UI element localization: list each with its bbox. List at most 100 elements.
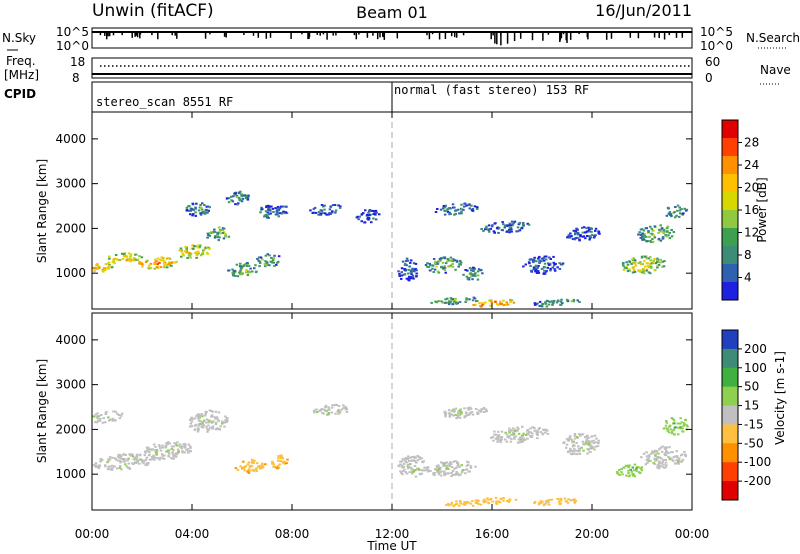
data-cell [322,205,325,208]
data-cell [408,275,411,278]
nsearch-label: N.Search [746,31,800,45]
data-cell [596,445,600,448]
data-cell [163,454,166,457]
data-cell [664,451,667,454]
data-cell [465,412,468,415]
data-cell [566,450,570,453]
data-cell [536,430,540,433]
data-cell [513,436,516,439]
data-cell [336,410,340,413]
data-cell [170,262,174,264]
data-cell [645,268,649,271]
data-cell [337,412,340,415]
data-cell [685,424,689,427]
data-cell [404,457,408,459]
data-cell [552,255,555,258]
data-cell [414,456,417,459]
data-cell [586,452,589,455]
data-cell [235,194,239,197]
data-cell [474,499,478,502]
data-cell [277,465,280,467]
data-cell [440,461,443,464]
colorbar-tick-label: 200 [744,342,767,356]
y-tick-label: 3000 [55,378,86,392]
data-cell [493,433,496,436]
data-cell [560,298,563,301]
data-cell [451,263,454,265]
data-cell [278,212,282,215]
data-cell [661,237,665,240]
data-cell [223,421,226,424]
data-cell [200,413,204,416]
data-cell [177,451,180,453]
data-cell [617,472,620,475]
data-cell [97,419,100,422]
data-cell [406,465,409,468]
data-cell [141,461,144,463]
data-cell [274,213,278,216]
data-cell [587,226,590,229]
data-cell [506,435,509,438]
data-cell [95,264,98,267]
colorbar-tick-label: 20 [744,181,759,195]
data-cell [639,269,642,272]
data-cell [471,500,474,503]
data-cell [277,260,280,263]
data-cell [467,408,470,411]
data-cell [445,464,449,467]
data-cell [155,260,159,263]
data-cell [357,218,360,221]
data-cell [101,458,104,461]
data-cell [655,450,659,452]
data-cluster [138,256,178,270]
data-cell [200,420,203,423]
data-cell [119,461,122,464]
data-cell [536,433,539,436]
data-cell [286,458,289,461]
data-cell [98,266,101,269]
data-cell [638,270,642,273]
data-cell [167,257,170,260]
data-cell [450,475,453,478]
data-cell [647,458,650,461]
data-cell [479,410,483,413]
data-cell [126,459,129,462]
data-cell [225,421,228,424]
data-cell [154,260,157,263]
data-cell [122,453,126,456]
data-cell [648,263,652,266]
data-cell [509,300,512,303]
data-cell [500,438,503,441]
data-cell [249,267,252,270]
data-cell [458,465,461,468]
data-cell [447,503,450,505]
data-cell [240,273,243,276]
data-cell [203,248,207,251]
data-cell [266,253,269,256]
data-cell [658,465,662,468]
data-cell [409,261,412,264]
data-cell [662,229,665,232]
data-cell [107,255,111,258]
data-cell [140,256,144,259]
data-cell [522,432,525,435]
data-cell [188,205,191,208]
colorbar-segment [722,138,738,157]
data-cell [257,465,260,468]
data-cell [649,452,653,455]
data-cell [208,206,211,209]
data-cell [586,235,589,237]
data-cell [189,425,192,428]
data-cell [94,462,98,465]
data-cell [450,409,453,412]
data-cell [547,262,550,265]
data-cell [147,454,151,457]
data-cell [443,257,446,260]
data-cell [107,465,110,468]
data-cell [242,264,246,267]
data-cell [427,469,430,472]
data-cell [539,304,543,307]
data-cell [210,415,213,418]
data-cell [432,271,435,273]
data-cell [542,257,545,260]
